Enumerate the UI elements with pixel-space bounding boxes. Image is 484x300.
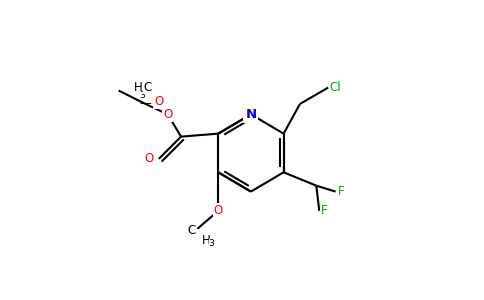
- Text: O: O: [213, 204, 223, 218]
- Text: O: O: [163, 108, 172, 121]
- Text: H: H: [134, 81, 142, 94]
- Text: 3: 3: [139, 92, 145, 100]
- Text: N: N: [245, 108, 257, 121]
- Text: F: F: [321, 204, 327, 218]
- Text: C: C: [188, 224, 196, 237]
- Text: C: C: [143, 81, 151, 94]
- Text: Cl: Cl: [330, 81, 341, 94]
- Text: O: O: [154, 95, 164, 108]
- Text: —: —: [139, 98, 151, 110]
- Text: O: O: [144, 152, 153, 165]
- Text: H: H: [202, 234, 211, 247]
- Text: F: F: [338, 185, 345, 198]
- Text: 3: 3: [209, 239, 214, 248]
